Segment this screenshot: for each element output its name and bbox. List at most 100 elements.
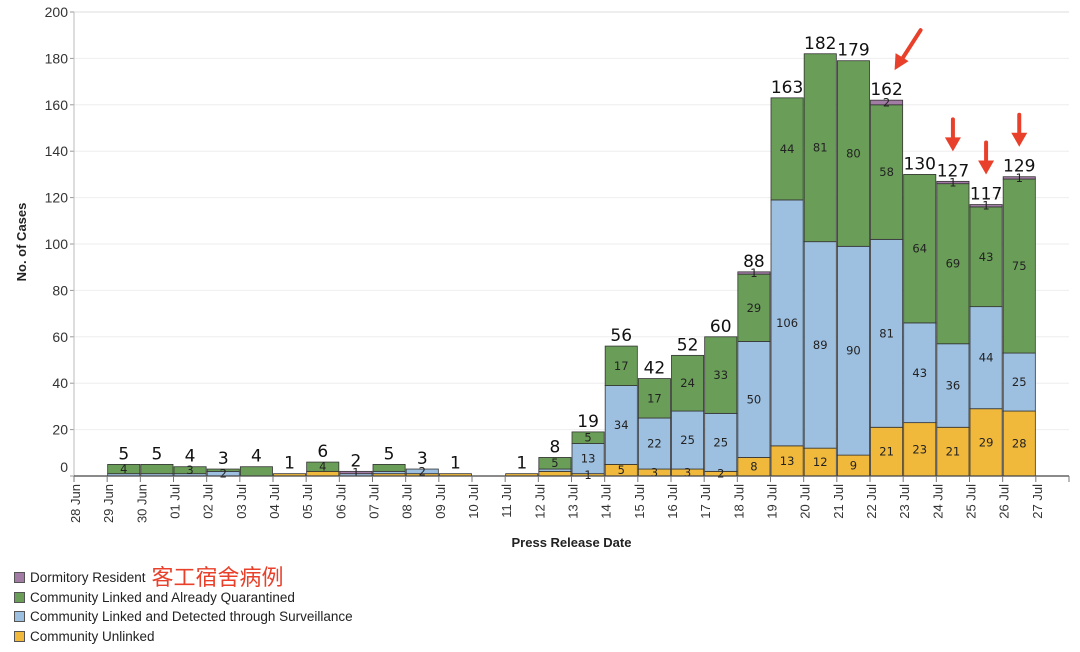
- legend-swatch-unlinked: [14, 630, 25, 642]
- legend-swatch-surveillance: [14, 611, 25, 623]
- legend-annotation-chinese: 客工宿舍病例: [151, 565, 284, 591]
- bar-segment-26-jul-dormitory-resident: [1002, 176, 1036, 180]
- segment-label-22-jul-community-unlinked: 21: [879, 445, 894, 459]
- bar-segment-03-jul-community-linked-and-already-quarantined: [239, 466, 273, 477]
- legend-label-unlinked: Community Unlinked: [30, 628, 155, 644]
- x-tick-label-14-jul: 14 Jul: [599, 484, 614, 519]
- total-label-22-jul: 162: [870, 80, 902, 100]
- segment-label-13-jul-community-linked-and-already-quarantined: 5: [584, 431, 591, 445]
- y-tick-label-200: 200: [45, 4, 69, 20]
- bar-segment-15-jul-community-linked-and-detected-through-surveillance: [637, 417, 671, 470]
- total-label-25-jul: 117: [970, 185, 1002, 205]
- segment-label-18-jul-dormitory-resident: 1: [750, 266, 757, 280]
- x-tick-label-10-jul: 10 Jul: [466, 484, 481, 519]
- legend-item-unlinked: Community Unlinked: [14, 627, 353, 647]
- segment-label-13-jul-community-unlinked: 1: [584, 468, 591, 482]
- legend: Dormitory Resident 客工宿舍病例 Community Link…: [14, 566, 353, 647]
- bar-segment-25-jul-dormitory-resident: [969, 204, 1003, 208]
- bar-segment-07-jul-community-linked-and-already-quarantined: [372, 463, 406, 472]
- total-label-09-jul: 1: [450, 454, 461, 474]
- total-label-03-jul: 4: [251, 447, 262, 467]
- total-label-13-jul: 19: [577, 412, 599, 432]
- segment-label-23-jul-community-linked-and-detected-through-surveillance: 43: [912, 366, 927, 380]
- x-tick-label-30-jun: 30 Jun: [134, 484, 149, 523]
- total-label-29-jun: 5: [118, 444, 129, 464]
- arrow-line-22-jul: [900, 28, 923, 61]
- total-label-08-jul: 3: [417, 449, 428, 469]
- bar-segment-16-jul-community-linked-and-already-quarantined: [671, 354, 705, 412]
- y-axis-title: No. of Cases: [14, 203, 29, 282]
- segment-label-14-jul-community-unlinked: 5: [618, 463, 625, 477]
- x-tick-label-11-jul: 11 Jul: [499, 484, 514, 518]
- segment-label-23-jul-community-unlinked: 23: [912, 442, 927, 456]
- legend-item-surveillance: Community Linked and Detected through Su…: [14, 607, 353, 627]
- x-tick-label-17-jul: 17 Jul: [698, 484, 713, 519]
- segment-label-25-jul-community-unlinked: 29: [979, 435, 994, 449]
- y-tick-label-160: 160: [45, 97, 69, 113]
- bar-segment-19-jul-community-linked-and-already-quarantined: [770, 97, 804, 201]
- segment-label-22-jul-community-linked-and-detected-through-surveillance: 81: [879, 326, 894, 340]
- total-label-24-jul: 127: [937, 161, 969, 181]
- bar-segment-23-jul-community-linked-and-detected-through-surveillance: [903, 322, 937, 424]
- total-label-21-jul: 179: [837, 41, 869, 61]
- bar-segment-12-jul-community-unlinked: [538, 470, 572, 477]
- segment-label-15-jul-community-linked-and-already-quarantined: 17: [647, 391, 662, 405]
- segment-label-22-jul-dormitory-resident: 2: [883, 95, 890, 109]
- bar-segment-22-jul-community-linked-and-already-quarantined: [870, 104, 904, 240]
- segment-label-25-jul-dormitory-resident: 1: [982, 199, 989, 213]
- arrow-head-25-jul: [978, 160, 995, 175]
- bar-segment-20-jul-community-linked-and-already-quarantined: [803, 53, 837, 243]
- bar-segment-06-jul-dormitory-resident: [339, 470, 373, 475]
- legend-item-dormitory-resident: Dormitory Resident 客工宿舍病例: [14, 566, 353, 591]
- x-tick-label-08-jul: 08 Jul: [400, 484, 415, 519]
- segment-label-14-jul-community-linked-and-detected-through-surveillance: 34: [614, 418, 629, 432]
- bar-segment-25-jul-community-linked-and-already-quarantined: [969, 206, 1003, 308]
- total-label-17-jul: 60: [710, 317, 732, 337]
- total-label-26-jul: 129: [1003, 157, 1035, 177]
- y-tick-label-0: 0: [60, 459, 68, 475]
- bar-segment-18-jul-community-linked-and-detected-through-surveillance: [737, 341, 771, 458]
- x-tick-label-21-jul: 21 Jul: [831, 484, 846, 519]
- y-tick-label-60: 60: [52, 329, 68, 345]
- x-axis-title: Press Release Date: [512, 535, 632, 550]
- total-label-12-jul: 8: [550, 437, 561, 457]
- total-label-18-jul: 88: [743, 252, 765, 272]
- segment-label-22-jul-community-linked-and-already-quarantined: 58: [879, 165, 894, 179]
- x-tick-label-23-jul: 23 Jul: [897, 484, 912, 519]
- bar-segment-20-jul-community-unlinked: [803, 447, 837, 477]
- x-tick-label-20-jul: 20 Jul: [798, 484, 813, 519]
- bar-segment-13-jul-community-linked-and-detected-through-surveillance: [571, 443, 605, 475]
- arrow-head-26-jul: [1011, 132, 1028, 147]
- segment-label-19-jul-community-unlinked: 13: [780, 454, 795, 468]
- total-label-16-jul: 52: [677, 335, 699, 355]
- segment-label-21-jul-community-linked-and-detected-through-surveillance: 90: [846, 344, 861, 358]
- total-label-01-jul: 4: [185, 447, 196, 467]
- total-label-11-jul: 1: [516, 454, 527, 474]
- bar-segment-18-jul-dormitory-resident: [737, 271, 771, 275]
- y-tick-label-180: 180: [45, 50, 69, 66]
- x-tick-label-28-jun: 28 Jun: [68, 484, 83, 523]
- bar-segment-21-jul-community-linked-and-already-quarantined: [836, 60, 870, 247]
- bar-segment-30-jun-community-linked-and-already-quarantined: [140, 463, 174, 475]
- x-tick-label-24-jul: 24 Jul: [930, 484, 945, 519]
- total-label-15-jul: 42: [644, 359, 666, 379]
- bar-segment-24-jul-community-linked-and-already-quarantined: [936, 183, 970, 345]
- bar-segment-16-jul-community-linked-and-detected-through-surveillance: [671, 410, 705, 470]
- segment-label-08-jul-community-linked-and-detected-through-surveillance: 2: [419, 464, 426, 478]
- bar-segment-29-jun-community-linked-and-already-quarantined: [107, 463, 141, 475]
- total-label-30-jun: 5: [152, 444, 163, 464]
- bar-segment-25-jul-community-linked-and-detected-through-surveillance: [969, 306, 1003, 410]
- y-tick-label-80: 80: [52, 282, 68, 298]
- x-tick-label-18-jul: 18 Jul: [731, 484, 746, 519]
- legend-label-already-quarantined: Community Linked and Already Quarantined: [30, 589, 295, 605]
- segment-label-12-jul-community-linked-and-already-quarantined: 5: [551, 456, 558, 470]
- bar-segment-22-jul-community-unlinked: [870, 426, 904, 477]
- segment-label-20-jul-community-linked-and-already-quarantined: 81: [813, 141, 828, 155]
- total-label-04-jul: 1: [284, 454, 295, 474]
- segment-label-05-jul-community-linked-and-already-quarantined: 4: [319, 460, 326, 474]
- y-tick-label-140: 140: [45, 143, 69, 159]
- segment-label-13-jul-community-linked-and-detected-through-surveillance: 13: [581, 452, 596, 466]
- total-label-05-jul: 6: [317, 442, 328, 462]
- x-tick-label-12-jul: 12 Jul: [532, 484, 547, 519]
- bar-segment-17-jul-community-linked-and-already-quarantined: [704, 336, 738, 414]
